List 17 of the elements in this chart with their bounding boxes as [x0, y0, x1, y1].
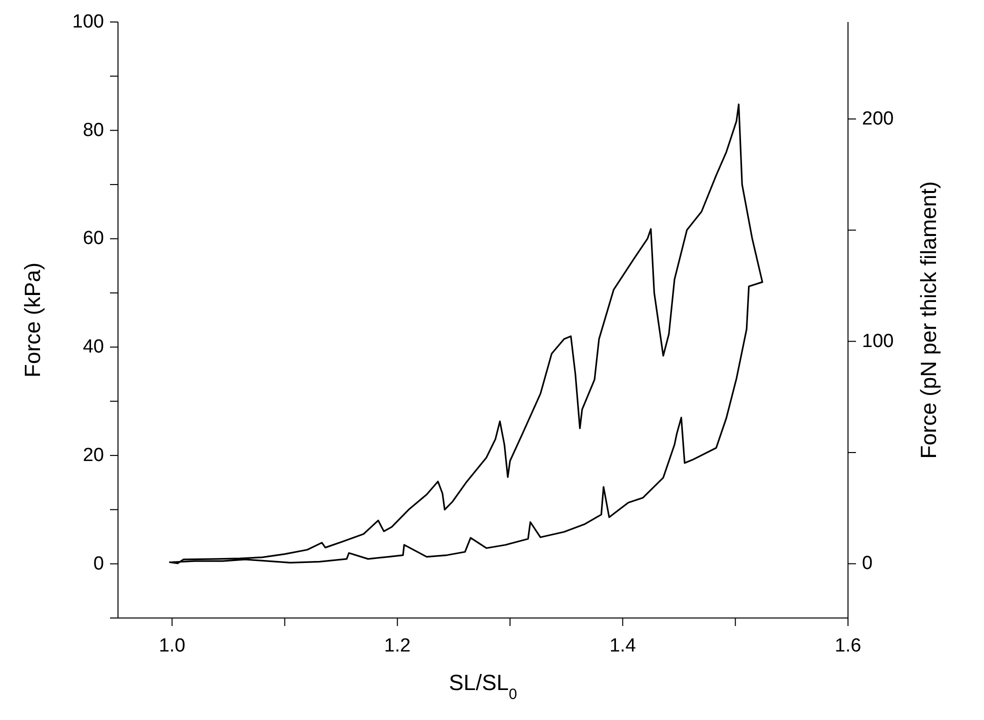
y-tick-label: 100 [72, 12, 104, 32]
x-tick-label: 1.4 [609, 636, 636, 656]
y-axis-title: Force (kPa) [20, 262, 45, 378]
y2-axis-title: Force (pN per thick filament) [916, 181, 941, 459]
x-axis-title: SL/SL$_{0}$ [448, 670, 518, 702]
x-tick-label: 1.6 [834, 636, 862, 656]
y2-tick-label: 0 [862, 553, 873, 574]
line-series [169, 104, 764, 564]
y-tick-label: 40 [82, 336, 104, 358]
y-tick-label: 60 [82, 228, 104, 250]
y2-tick-label: 200 [862, 108, 894, 130]
y-tick-label: 0 [93, 553, 104, 574]
y-tick-label: 80 [82, 120, 104, 141]
y2-tick-label: 100 [862, 330, 894, 352]
x-tick-label: 1.0 [158, 636, 186, 656]
x-tick-label: 1.2 [384, 636, 411, 656]
y-tick-label: 20 [82, 444, 104, 466]
